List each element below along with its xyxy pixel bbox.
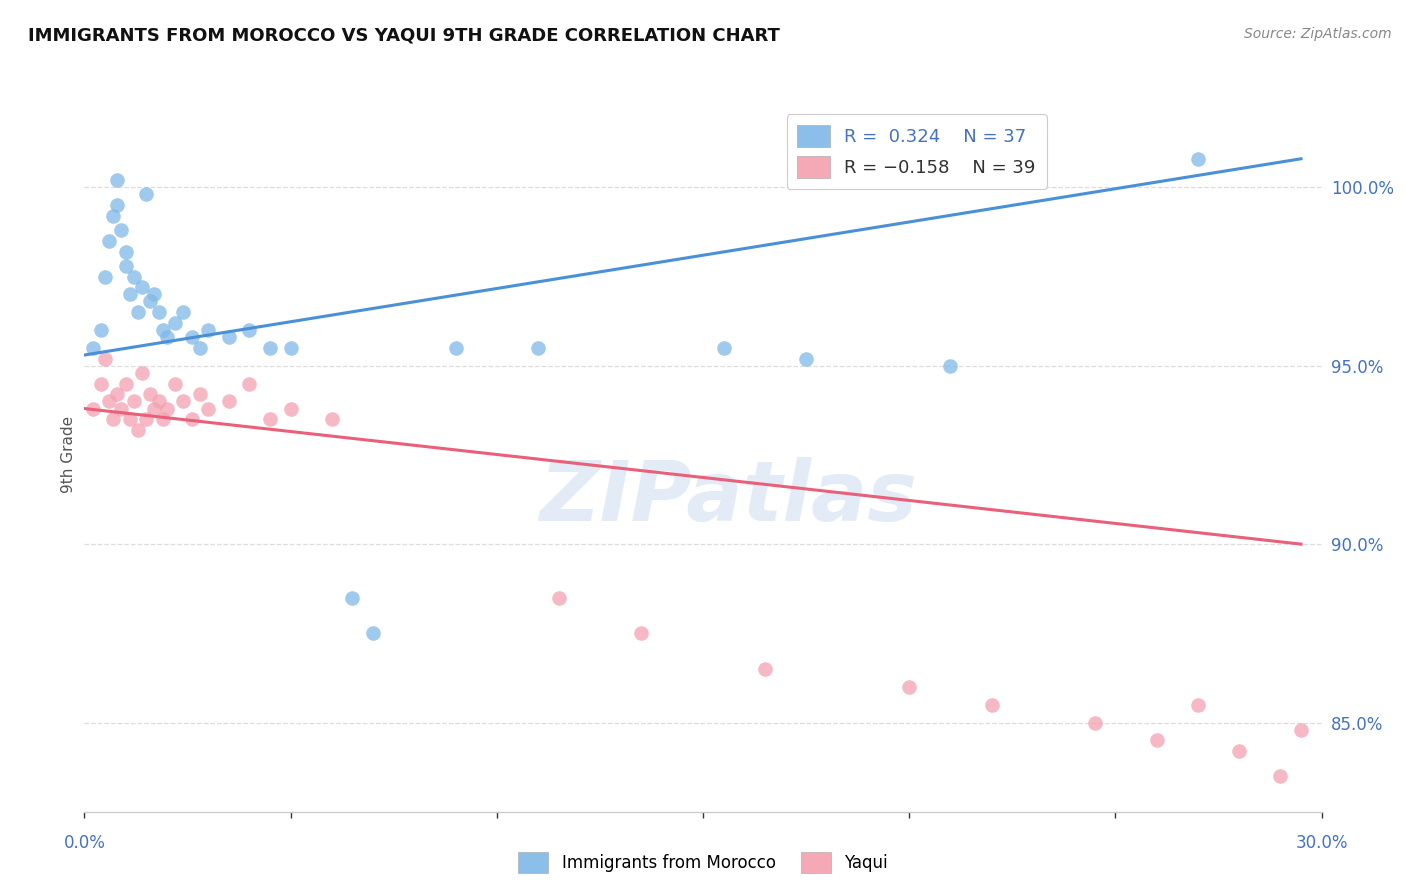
Point [122,269,145,284]
Point [898,680,921,694]
Text: 0.0%: 0.0% [63,834,105,852]
Point [1146,733,1168,747]
Text: IMMIGRANTS FROM MOROCCO VS YAQUI 9TH GRADE CORRELATION CHART: IMMIGRANTS FROM MOROCCO VS YAQUI 9TH GRA… [28,27,780,45]
Legend: Immigrants from Morocco, Yaqui: Immigrants from Morocco, Yaqui [512,846,894,880]
Point [114,244,136,259]
Point [342,591,364,605]
Point [321,412,343,426]
Point [361,626,384,640]
Point [238,323,260,337]
Point [98,394,121,409]
Point [754,662,776,676]
Point [1289,723,1312,737]
Point [114,376,136,391]
Point [135,187,157,202]
Point [105,387,128,401]
Point [188,341,211,355]
Point [197,323,219,337]
Point [1270,769,1292,783]
Point [713,341,735,355]
Point [118,287,141,301]
Point [94,269,117,284]
Point [1187,152,1209,166]
Point [218,394,240,409]
Point [90,376,112,391]
Point [127,305,149,319]
Point [114,259,136,273]
Point [280,401,302,416]
Text: Source: ZipAtlas.com: Source: ZipAtlas.com [1244,27,1392,41]
Point [259,341,281,355]
Point [1187,698,1209,712]
Point [105,173,128,187]
Point [547,591,569,605]
Text: 30.0%: 30.0% [1295,834,1348,852]
Point [794,351,817,366]
Point [94,351,117,366]
Point [218,330,240,344]
Point [280,341,302,355]
Point [444,341,467,355]
Point [98,234,121,248]
Point [980,698,1002,712]
Point [82,341,104,355]
Point [630,626,652,640]
Point [180,330,202,344]
Point [259,412,281,426]
Point [172,305,194,319]
Point [143,401,166,416]
Point [527,341,550,355]
Point [148,305,170,319]
Text: ZIPatlas: ZIPatlas [538,458,917,538]
Point [188,387,211,401]
Point [148,394,170,409]
Point [118,412,141,426]
Point [939,359,962,373]
Point [156,401,179,416]
Point [197,401,219,416]
Point [103,209,125,223]
Point [127,423,149,437]
Point [122,394,145,409]
Point [152,323,174,337]
Point [105,198,128,212]
Point [238,376,260,391]
Point [165,376,187,391]
Point [1227,744,1250,758]
Point [131,366,153,380]
Point [82,401,104,416]
Point [139,294,162,309]
Point [110,401,132,416]
Point [139,387,162,401]
Point [135,412,157,426]
Point [156,330,179,344]
Point [143,287,166,301]
Point [172,394,194,409]
Point [131,280,153,294]
Point [165,316,187,330]
Point [180,412,202,426]
Point [90,323,112,337]
Y-axis label: 9th Grade: 9th Grade [60,417,76,493]
Point [152,412,174,426]
Point [110,223,132,237]
Point [103,412,125,426]
Point [1084,715,1107,730]
Legend: R =  0.324    N = 37, R = −0.158    N = 39: R = 0.324 N = 37, R = −0.158 N = 39 [786,114,1046,189]
